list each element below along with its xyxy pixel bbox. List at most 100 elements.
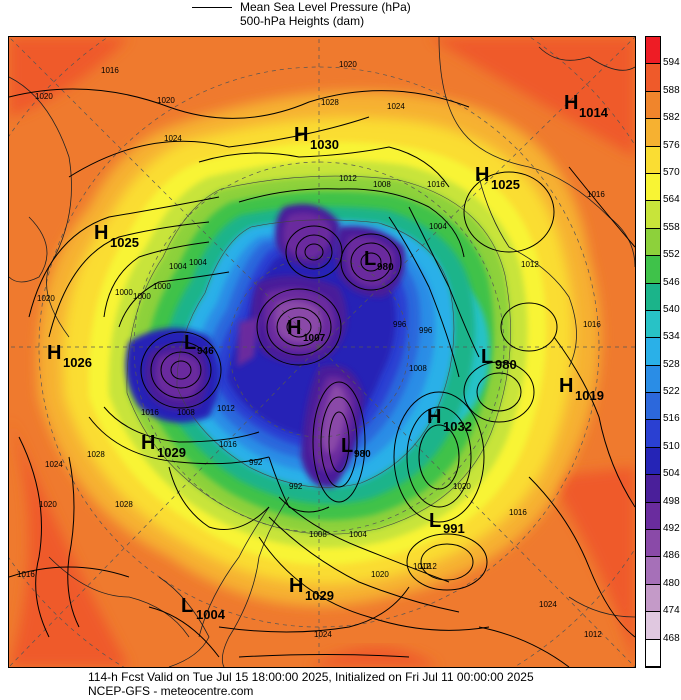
colorbar-swatch	[646, 557, 660, 585]
isobar	[553, 336, 635, 508]
isobar-label: 1008	[177, 408, 195, 417]
svg-text:1029: 1029	[157, 445, 186, 460]
colorbar-swatch	[646, 64, 660, 92]
colorbar-swatch	[646, 612, 660, 640]
high-center: H 1014	[564, 92, 609, 120]
svg-text:1030: 1030	[310, 137, 339, 152]
isobar-label: 1020	[453, 482, 471, 491]
svg-text:1025: 1025	[491, 177, 520, 192]
high-center: H 1029	[289, 575, 334, 603]
colorbar-label: 504	[663, 468, 680, 480]
height-contour	[176, 219, 455, 488]
isobar	[276, 307, 322, 347]
isobar	[238, 188, 465, 258]
colorbar-label: 546	[663, 276, 680, 288]
svg-text:991: 991	[443, 521, 465, 536]
svg-text:H: H	[564, 92, 578, 114]
band-588-sw	[9, 417, 129, 667]
colorbar-label: 516	[663, 413, 680, 425]
svg-text:1007: 1007	[303, 333, 326, 344]
isobar	[418, 424, 460, 490]
forecast-valid-text: 114-h Fcst Valid on Tue Jul 15 18:00:00 …	[88, 670, 534, 684]
isobar	[478, 626, 570, 667]
isobar	[328, 411, 350, 473]
isobar-label: 1000	[153, 282, 171, 291]
graticule	[9, 37, 635, 667]
colorbar-label: 540	[663, 303, 680, 315]
isobar-label: 1024	[45, 460, 63, 469]
high-center: H 1025	[475, 164, 520, 192]
low-center: L 946	[184, 332, 214, 357]
colorbar-label: 588	[663, 84, 680, 96]
isobar	[360, 252, 382, 272]
isobar-label: 1016	[17, 570, 35, 579]
isobar	[266, 298, 332, 356]
isobar-label: 1004	[429, 222, 447, 231]
isobar-label: 1020	[339, 60, 357, 69]
map-legend: Mean Sea Level Pressure (hPa) 500-hPa He…	[0, 0, 681, 34]
colorbar-label: 486	[663, 550, 680, 562]
isobar-label: 1012	[339, 174, 357, 183]
colorbar-swatch	[646, 338, 660, 366]
colorbar-swatch	[646, 228, 660, 257]
coastline	[9, 216, 48, 283]
band-588-se	[549, 467, 635, 667]
svg-text:1025: 1025	[110, 235, 139, 250]
isobar	[198, 146, 450, 188]
svg-text:L: L	[429, 510, 441, 532]
isobar	[304, 243, 324, 261]
isobar	[528, 476, 635, 638]
colorbar-swatch	[646, 91, 660, 120]
isobars	[9, 88, 635, 667]
colorbar-label: 594	[663, 57, 680, 69]
coastline	[538, 46, 635, 71]
svg-text:H: H	[294, 124, 308, 146]
colorbar-label: 468	[663, 632, 680, 644]
isobar-label: 1016	[509, 508, 527, 517]
band-486-south	[321, 384, 347, 454]
isobar	[340, 233, 402, 291]
isobar-label: 1004	[349, 530, 367, 539]
legend-mslp-label: Mean Sea Level Pressure (hPa)	[240, 0, 411, 14]
colorbar-swatch	[646, 256, 660, 284]
isobar	[320, 396, 358, 488]
high-center: H 1025	[94, 222, 139, 250]
isobar-label: 1012	[419, 562, 437, 571]
isobar	[406, 533, 488, 591]
meridian	[318, 37, 635, 348]
isobar	[18, 436, 50, 638]
isobar-labels: 1016 1020 1020 1024 1020 1028 1024 1012 …	[17, 60, 605, 639]
colorbar-label: 552	[663, 249, 680, 261]
colorbar-swatch	[646, 365, 660, 394]
high-center: H 1019	[559, 375, 604, 403]
isobar	[140, 331, 222, 409]
svg-text:1029: 1029	[305, 588, 334, 603]
svg-text:1004: 1004	[196, 607, 226, 622]
isobar	[476, 372, 522, 412]
isobar-label: 1020	[37, 294, 55, 303]
isobar	[393, 391, 485, 523]
isobar	[463, 171, 555, 253]
high-center: H 1026	[47, 342, 92, 370]
svg-text:L: L	[364, 248, 376, 270]
high-center: H 1007	[287, 317, 326, 344]
colorbar-swatch	[646, 530, 660, 558]
isobar	[256, 288, 342, 366]
isobar	[463, 361, 535, 423]
colorbar-swatch	[646, 201, 660, 229]
isobar	[268, 456, 330, 513]
isobar-label: 1000	[133, 292, 151, 301]
isobar	[500, 302, 558, 352]
isobar-label: 1004	[169, 262, 187, 271]
colorbar-label: 534	[663, 331, 680, 343]
svg-text:H: H	[427, 406, 441, 428]
isobar-legend-line	[192, 7, 232, 8]
isobar	[408, 206, 480, 358]
coastline	[221, 496, 290, 667]
isobar-label: 1016	[219, 440, 237, 449]
height-shading	[9, 37, 635, 667]
isobar-label: 1024	[539, 600, 557, 609]
isobar-label: 1008	[309, 530, 327, 539]
svg-text:H: H	[559, 375, 573, 397]
colorbar-label: 570	[663, 166, 680, 178]
